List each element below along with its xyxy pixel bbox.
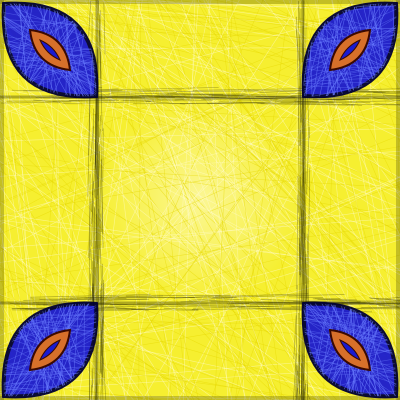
lens-bottom-right [301,301,399,399]
lens-bottom-left [1,301,99,399]
lens-pupil [339,339,361,361]
lens-pupil [39,39,61,61]
lens-pupil [39,339,61,361]
lens-pupil [339,39,361,61]
